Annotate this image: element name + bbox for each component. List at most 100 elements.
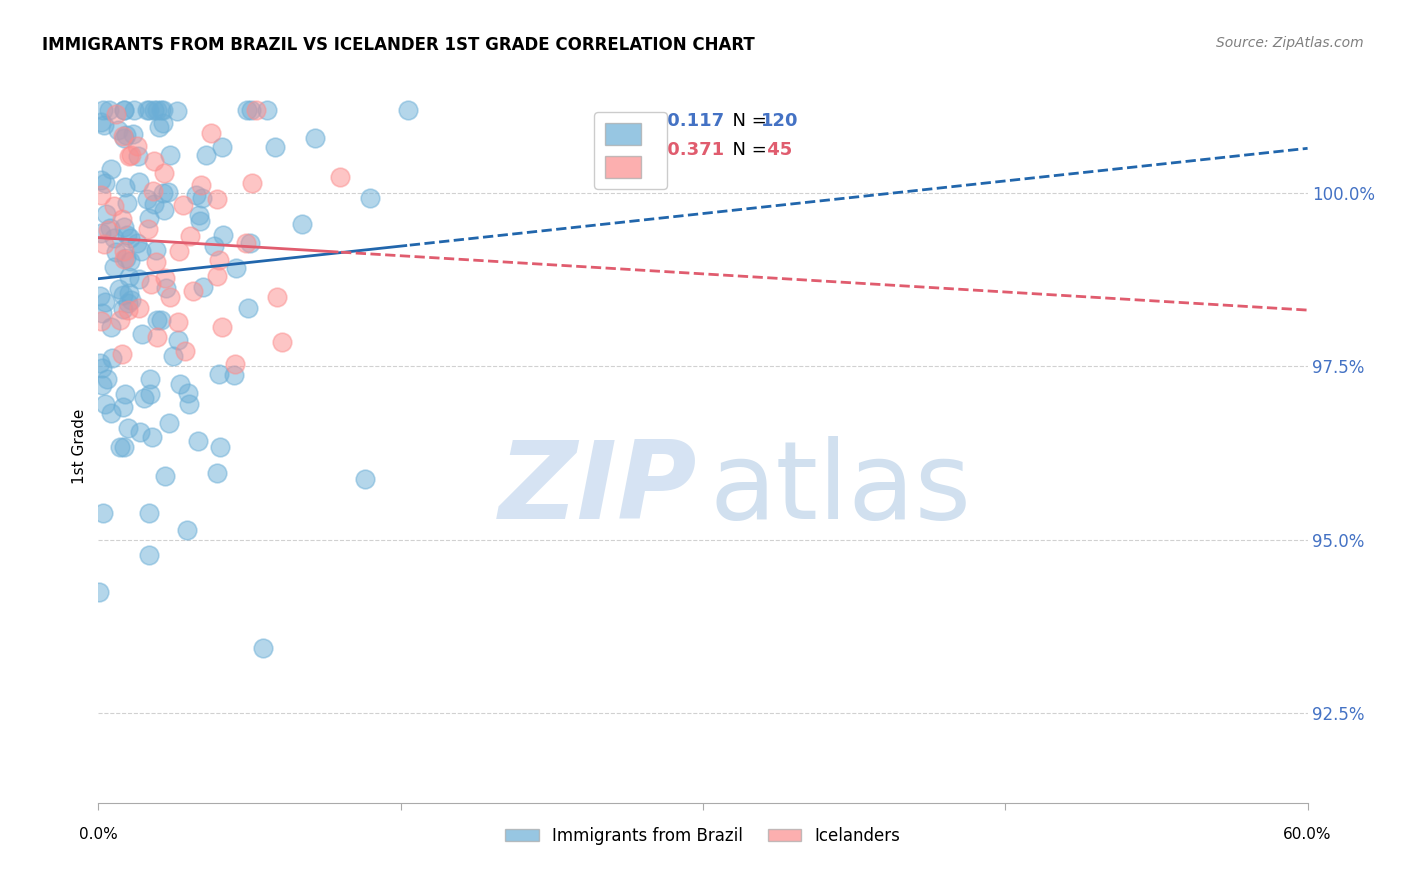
- Point: [118, 285, 141, 300]
- Point: [98, 221, 121, 235]
- Point: [112, 103, 135, 117]
- Point: [94, 176, 117, 190]
- Point: [90, 227, 112, 241]
- Point: [240, 176, 263, 190]
- Point: [131, 244, 153, 258]
- Point: [104, 107, 127, 121]
- Point: [114, 180, 136, 194]
- Point: [128, 272, 150, 286]
- Text: ZIP: ZIP: [499, 436, 697, 541]
- Point: [90, 173, 112, 187]
- Point: [138, 211, 160, 225]
- Point: [90, 377, 112, 392]
- Point: [136, 192, 159, 206]
- Text: R =: R =: [637, 112, 675, 130]
- Point: [89, 356, 111, 370]
- Point: [211, 140, 233, 154]
- Point: [155, 468, 177, 483]
- Point: [200, 127, 222, 141]
- Point: [136, 222, 159, 236]
- Point: [239, 236, 262, 251]
- Point: [359, 192, 381, 206]
- Point: [166, 104, 188, 119]
- Point: [304, 130, 326, 145]
- Point: [93, 118, 115, 132]
- Point: [167, 315, 190, 329]
- Point: [91, 103, 114, 117]
- Point: [236, 301, 259, 315]
- Point: [145, 255, 167, 269]
- Point: [194, 147, 217, 161]
- Point: [93, 237, 115, 252]
- Point: [139, 372, 162, 386]
- Text: R =: R =: [637, 141, 675, 159]
- Point: [117, 303, 139, 318]
- Point: [138, 507, 160, 521]
- Point: [128, 175, 150, 189]
- Point: [114, 386, 136, 401]
- Point: [138, 103, 160, 117]
- Point: [90, 187, 112, 202]
- Point: [208, 368, 231, 382]
- Point: [141, 429, 163, 443]
- Point: [112, 219, 135, 234]
- Point: [143, 197, 166, 211]
- Point: [114, 251, 136, 265]
- Point: [159, 290, 181, 304]
- Text: atlas: atlas: [709, 436, 972, 541]
- Point: [152, 103, 174, 117]
- Point: [263, 140, 285, 154]
- Point: [108, 282, 131, 296]
- Point: [103, 199, 125, 213]
- Point: [205, 466, 228, 480]
- Point: [98, 103, 121, 117]
- Point: [143, 154, 166, 169]
- Point: [353, 472, 375, 486]
- Text: IMMIGRANTS FROM BRAZIL VS ICELANDER 1ST GRADE CORRELATION CHART: IMMIGRANTS FROM BRAZIL VS ICELANDER 1ST …: [42, 36, 755, 54]
- Text: 120: 120: [761, 112, 799, 130]
- Point: [156, 185, 179, 199]
- Point: [135, 103, 157, 117]
- Point: [169, 376, 191, 391]
- Point: [271, 334, 294, 349]
- Point: [120, 293, 142, 308]
- Point: [125, 236, 148, 251]
- Text: 60.0%: 60.0%: [1284, 827, 1331, 842]
- Point: [100, 161, 122, 176]
- Point: [153, 203, 176, 218]
- Point: [396, 103, 419, 117]
- Point: [245, 103, 267, 117]
- Point: [100, 320, 122, 334]
- Point: [153, 166, 176, 180]
- Point: [94, 294, 117, 309]
- Point: [266, 290, 288, 304]
- Text: 0.371: 0.371: [661, 141, 724, 159]
- Point: [105, 244, 128, 259]
- Point: [118, 149, 141, 163]
- Point: [112, 103, 135, 117]
- Point: [190, 178, 212, 192]
- Point: [128, 301, 150, 315]
- Point: [117, 196, 139, 211]
- Point: [108, 440, 131, 454]
- Point: [235, 236, 257, 251]
- Point: [208, 440, 231, 454]
- Point: [177, 397, 200, 411]
- Text: 0.0%: 0.0%: [79, 827, 118, 842]
- Point: [212, 227, 235, 242]
- Text: N =: N =: [721, 112, 773, 130]
- Point: [118, 270, 141, 285]
- Point: [166, 334, 188, 348]
- Point: [291, 218, 314, 232]
- Point: [329, 169, 352, 184]
- Point: [162, 349, 184, 363]
- Point: [112, 400, 135, 414]
- Point: [207, 269, 229, 284]
- Point: [103, 231, 125, 245]
- Point: [90, 314, 112, 328]
- Point: [240, 103, 263, 117]
- Point: [141, 277, 163, 292]
- Point: [122, 103, 145, 117]
- Point: [138, 548, 160, 562]
- Point: [139, 387, 162, 401]
